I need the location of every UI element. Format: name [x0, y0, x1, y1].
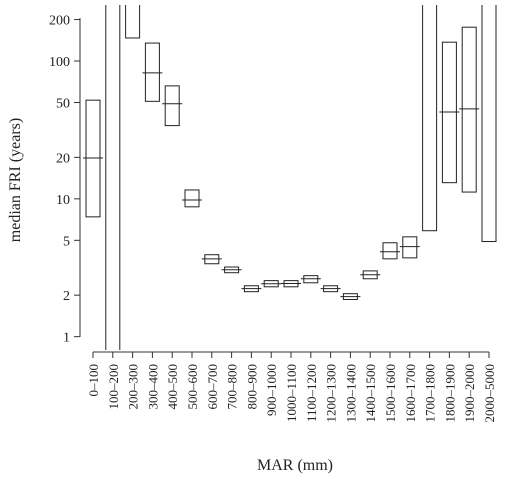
x-tick-label: 200–300	[126, 364, 141, 410]
y-tick-label: 1	[63, 331, 70, 346]
range-box	[422, 5, 438, 232]
x-tick-label: 100–200	[106, 364, 121, 410]
range-box	[85, 99, 101, 218]
y-tick-label: 5	[63, 234, 70, 249]
y-tick-label: 50	[56, 97, 70, 112]
range-box	[402, 236, 418, 259]
y-tick-label: 200	[49, 14, 70, 29]
x-tick-label: 900–1000	[264, 364, 279, 416]
x-tick-label: 1700–1800	[423, 364, 438, 423]
range-box	[461, 26, 477, 193]
range-box	[144, 42, 160, 102]
x-tick-label: 0–100	[86, 364, 101, 397]
y-tick-label: 10	[56, 193, 70, 208]
y-tick-label: 20	[56, 151, 70, 166]
x-tick-label: 1500–1600	[383, 364, 398, 423]
x-tick-label: 600–700	[205, 364, 220, 410]
x-tick-label: 1300–1400	[343, 364, 358, 423]
range-box	[125, 5, 141, 39]
x-tick-label: 1200–1300	[324, 364, 339, 423]
x-tick-label: 2000–5000	[482, 364, 497, 423]
x-tick-label: 800–900	[244, 364, 259, 410]
range-box	[105, 5, 121, 350]
y-tick-label: 2	[63, 289, 70, 304]
x-tick-label: 400–500	[165, 364, 180, 410]
x-axis-label: MAR (mm)	[257, 457, 333, 474]
x-tick-label: 700–800	[225, 364, 240, 410]
plot-area	[83, 5, 497, 350]
range-box	[184, 189, 200, 208]
range-box	[481, 5, 497, 243]
x-tick-label: 1900–2000	[462, 364, 477, 423]
range-box	[382, 242, 398, 260]
x-tick-label: 300–400	[145, 364, 160, 410]
y-axis-label: median FRI (years)	[7, 118, 24, 242]
x-tick-label: 1600–1700	[403, 364, 418, 423]
x-tick-label: 500–600	[185, 364, 200, 410]
x-tick-label: 1800–1900	[442, 364, 457, 423]
x-tick-label: 1000–1100	[284, 364, 299, 422]
range-box	[164, 85, 180, 127]
x-tick-label: 1100–1200	[304, 364, 319, 422]
x-tick-label: 1400–1500	[363, 364, 378, 423]
y-tick-label: 100	[49, 55, 70, 70]
